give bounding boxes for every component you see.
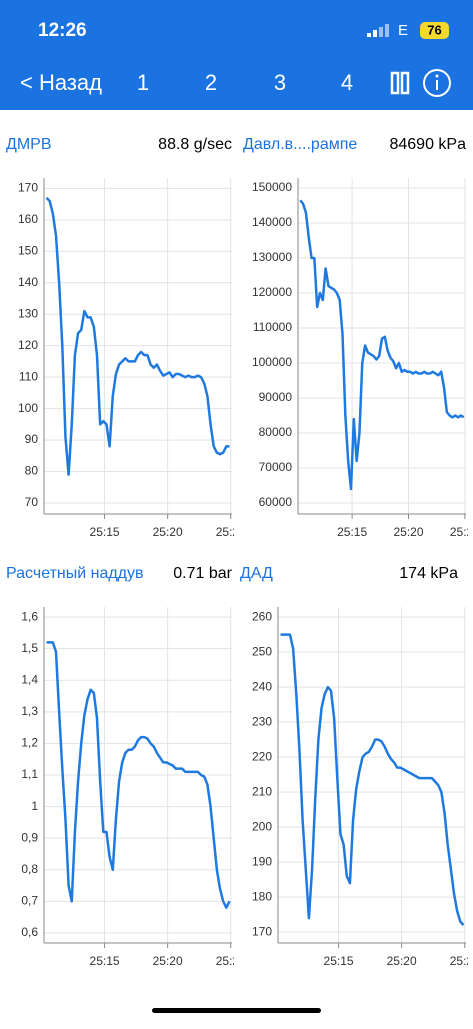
y-tick-label: 90000 <box>259 390 293 404</box>
y-tick-label: 140000 <box>252 215 292 229</box>
y-tick-label: 150000 <box>252 180 292 194</box>
y-tick-label: 0,6 <box>21 925 38 939</box>
chart-title: ДМРВ <box>6 136 52 153</box>
chart: 0,6 0,7 0,8 0,9 1 1,1 1,2 1,3 1,4 1,5 1,6 25:15 25:2… <box>21 607 246 968</box>
x-tick-label: 25:20 <box>393 525 423 539</box>
y-tick-label: 110000 <box>253 320 292 334</box>
y-tick-label: 150 <box>18 243 38 257</box>
top-bar <box>0 0 473 110</box>
y-tick-label: 170 <box>18 181 38 195</box>
chart-reading: 88.8 g/sec <box>158 136 232 153</box>
y-tick-label: 250 <box>252 644 272 658</box>
tab[interactable]: 1 <box>137 70 149 95</box>
battery-level: 76 <box>427 22 441 37</box>
y-tick-label: 210 <box>252 784 272 798</box>
y-tick-label: 0,7 <box>21 893 38 907</box>
y-tick-label: 220 <box>252 749 272 763</box>
y-tick-label: 0,9 <box>21 830 38 844</box>
back-button[interactable]: < Назад <box>20 70 102 95</box>
x-tick-label: 25:20 <box>387 954 417 968</box>
x-tick-label: 25:25 <box>216 525 246 539</box>
tab[interactable]: 4 <box>341 70 353 95</box>
y-tick-label: 1,6 <box>21 609 38 623</box>
x-tick-label: 25:15 <box>90 525 120 539</box>
home-indicator <box>152 1008 321 1013</box>
x-tick-label: 25:25 <box>450 954 473 968</box>
y-tick-label: 1 <box>31 799 38 813</box>
y-tick-label: 200 <box>252 819 272 833</box>
y-tick-label: 190 <box>252 854 272 868</box>
y-tick-label: 1,1 <box>21 767 38 781</box>
y-tick-label: 1,3 <box>21 704 38 718</box>
y-tick-label: 130 <box>18 306 38 320</box>
chart: 170 180 190 200 210 220 230 240 250 260 25:15 25:20… <box>252 607 473 968</box>
pause-button[interactable] <box>390 71 410 95</box>
data-line <box>45 196 230 476</box>
battery <box>420 22 449 39</box>
y-tick-label: 110 <box>19 369 38 383</box>
chart: 60000 70000 80000 90000 100000 110000 120000 13… <box>252 178 473 539</box>
chart-title: Давл.в....рампе <box>243 136 357 153</box>
y-tick-label: 100000 <box>252 355 292 369</box>
y-tick-label: 1,4 <box>21 672 38 686</box>
y-tick-label: 70 <box>25 495 39 509</box>
chart-reading: 174 kPa <box>399 565 458 582</box>
y-tick-label: 80000 <box>259 425 293 439</box>
y-tick-label: 100 <box>18 401 38 415</box>
y-tick-label: 130000 <box>252 250 292 264</box>
y-tick-label: 180 <box>252 889 272 903</box>
tab[interactable]: 2 <box>205 70 217 95</box>
network: E <box>398 22 408 39</box>
y-tick-label: 1,5 <box>21 641 38 655</box>
x-tick-label: 25:15 <box>324 954 354 968</box>
info-button[interactable] <box>423 69 451 97</box>
x-tick-label: 25:25 <box>216 954 246 968</box>
x-tick-label: 25:25 <box>450 525 473 539</box>
y-tick-label: 140 <box>18 275 38 289</box>
y-tick-label: 60000 <box>259 495 293 509</box>
chart-reading: 84690 kPa <box>389 136 466 153</box>
y-tick-label: 0,8 <box>21 862 38 876</box>
y-tick-label: 80 <box>25 464 39 478</box>
chart-reading: 0.71 bar <box>173 565 232 582</box>
y-tick-label: 230 <box>252 714 272 728</box>
y-tick-label: 120000 <box>252 285 292 299</box>
clock: 12:26 <box>38 20 87 41</box>
y-tick-label: 70000 <box>259 460 293 474</box>
y-tick-label: 170 <box>252 924 272 938</box>
data-line <box>46 641 231 909</box>
chart: 70 80 90 100 110 120 130 140 150 160 170 25:15 25:20… <box>18 178 246 539</box>
y-tick-label: 240 <box>252 679 272 693</box>
chart-title: ДАД <box>240 565 273 582</box>
y-tick-label: 260 <box>252 609 272 623</box>
x-tick-label: 25:20 <box>153 525 183 539</box>
x-tick-label: 25:15 <box>337 525 367 539</box>
signal <box>367 24 389 37</box>
x-tick-label: 25:20 <box>153 954 183 968</box>
data-line <box>299 199 465 491</box>
data-line <box>280 633 465 926</box>
tab[interactable]: 3 <box>274 70 286 95</box>
y-tick-label: 160 <box>18 212 38 226</box>
y-tick-label: 1,2 <box>21 736 38 750</box>
chart-title: Расчетный наддув <box>6 565 144 582</box>
x-tick-label: 25:15 <box>90 954 120 968</box>
y-tick-label: 120 <box>18 338 38 352</box>
y-tick-label: 90 <box>25 432 39 446</box>
